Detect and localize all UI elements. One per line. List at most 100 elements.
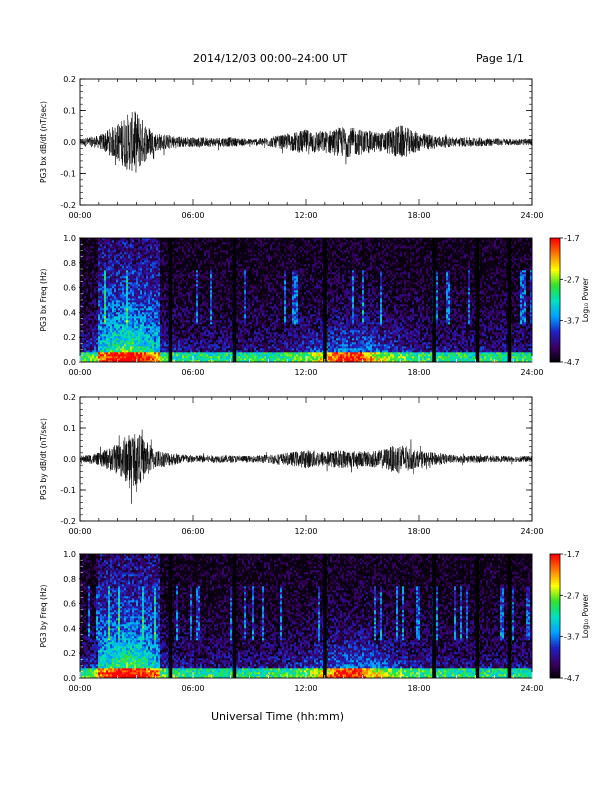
spectrogram-cell (92, 284, 95, 287)
spectrogram-cell (118, 320, 121, 323)
spectrogram-cell (90, 352, 93, 355)
spectrogram-cell (128, 304, 131, 307)
spectrogram-cell (136, 292, 139, 295)
spectrogram-cell (100, 264, 103, 267)
spectrogram-cell (114, 266, 117, 269)
spectrogram-cell (98, 260, 101, 263)
spectrogram-cell (190, 340, 193, 343)
spectrogram-cell (222, 328, 225, 331)
spectrogram-cell (88, 308, 91, 311)
spectrogram-cell (124, 238, 127, 241)
spectrogram-cell (188, 336, 191, 339)
spectrogram-cell (212, 274, 215, 277)
spectrogram-cell (220, 340, 223, 343)
spectrogram-cell (230, 268, 233, 271)
spectrogram-cell (158, 242, 161, 245)
spectrogram-cell (188, 254, 191, 257)
spectrogram-cell (184, 254, 187, 257)
spectrogram-cell (228, 282, 231, 285)
spectrogram-cell (166, 258, 169, 261)
spectrogram-cell (216, 296, 219, 299)
spectrogram-cell (102, 260, 105, 263)
spectrogram-cell (82, 296, 85, 299)
spectrogram-cell (110, 340, 113, 343)
spectrogram-cell (158, 296, 161, 299)
spectrogram-cell (92, 270, 95, 273)
spectrogram-cell (214, 322, 217, 325)
spectrogram-cell (124, 264, 127, 267)
spectrogram-cell (182, 240, 185, 243)
spectrogram-cell (128, 326, 131, 329)
spectrogram-cell (126, 238, 129, 241)
spectrogram-cell (222, 274, 225, 277)
spectrogram-cell (94, 250, 97, 253)
spectrogram-cell (152, 320, 155, 323)
spectrogram-cell (82, 338, 85, 341)
spectrogram-cell (128, 262, 131, 265)
spectrogram-cell (104, 302, 107, 305)
spectrogram-cell (150, 352, 153, 355)
spectrogram-cell (178, 272, 181, 275)
spectrogram-cell (214, 296, 217, 299)
spectrogram-cell (128, 246, 131, 249)
spectrogram-cell (184, 260, 187, 263)
spectrogram-cell (206, 320, 209, 323)
spectrogram-cell (178, 328, 181, 331)
spectrogram-cell (206, 356, 209, 359)
spectrogram-cell (166, 344, 169, 347)
spectrogram-cell (226, 338, 229, 341)
spectrogram-cell (224, 266, 227, 269)
spectrogram-cell (122, 268, 125, 271)
spectrogram-cell (158, 354, 161, 357)
spectrogram-cell (164, 320, 167, 323)
spectrogram-cell (112, 354, 115, 357)
spectrogram-cell (186, 294, 189, 297)
spectrogram-cell (192, 246, 195, 249)
spectrogram-cell (190, 338, 193, 341)
spectrogram-cell (114, 256, 117, 259)
spectrogram-cell (144, 350, 147, 353)
spectrogram-cell (174, 360, 177, 363)
spectrogram-cell (80, 332, 83, 335)
spectrogram-cell (156, 270, 159, 273)
spectrogram-cell (166, 350, 169, 353)
spectrogram-cell (174, 292, 177, 295)
spectrogram-cell (230, 256, 233, 259)
spectrogram-cell (90, 240, 93, 243)
spectrogram-cell (150, 252, 153, 255)
spectrogram-cell (156, 260, 159, 263)
spectrogram-cell (164, 242, 167, 245)
spectrogram-cell (124, 296, 127, 299)
spectrogram-cell (92, 308, 95, 311)
spectrogram-cell (146, 322, 149, 325)
spectrogram-cell (182, 296, 185, 299)
spectrogram-cell (86, 306, 89, 309)
spectrogram-cell (106, 320, 109, 323)
spectrogram-cell (86, 318, 89, 321)
spectrogram-cell (180, 322, 183, 325)
spectrogram-cell (188, 286, 191, 289)
spectrogram-cell (148, 248, 151, 251)
spectrogram-cell (130, 244, 133, 247)
spectrogram-cell (84, 260, 87, 263)
spectrogram-cell (148, 260, 151, 263)
spectrogram-cell (196, 300, 199, 303)
spectrogram-cell (150, 250, 153, 253)
spectrogram-cell (202, 252, 205, 255)
spectrogram-cell (200, 348, 203, 351)
spectrogram-cell (108, 268, 111, 271)
spectrogram-cell (214, 306, 217, 309)
spectrogram-cell (200, 308, 203, 311)
spectrogram-cell (88, 254, 91, 257)
spectrogram-cell (186, 348, 189, 351)
spectrogram-cell (82, 318, 85, 321)
spectrogram-cell (118, 240, 121, 243)
spectrogram-cell (198, 310, 201, 313)
spectrogram-cell (98, 312, 101, 315)
spectrogram-cell (210, 306, 213, 309)
spectrogram-cell (86, 312, 89, 315)
spectrogram-cell (102, 334, 105, 337)
spectrogram-cell (190, 252, 193, 255)
spectrogram-cell (188, 296, 191, 299)
spectrogram-cell (202, 238, 205, 241)
